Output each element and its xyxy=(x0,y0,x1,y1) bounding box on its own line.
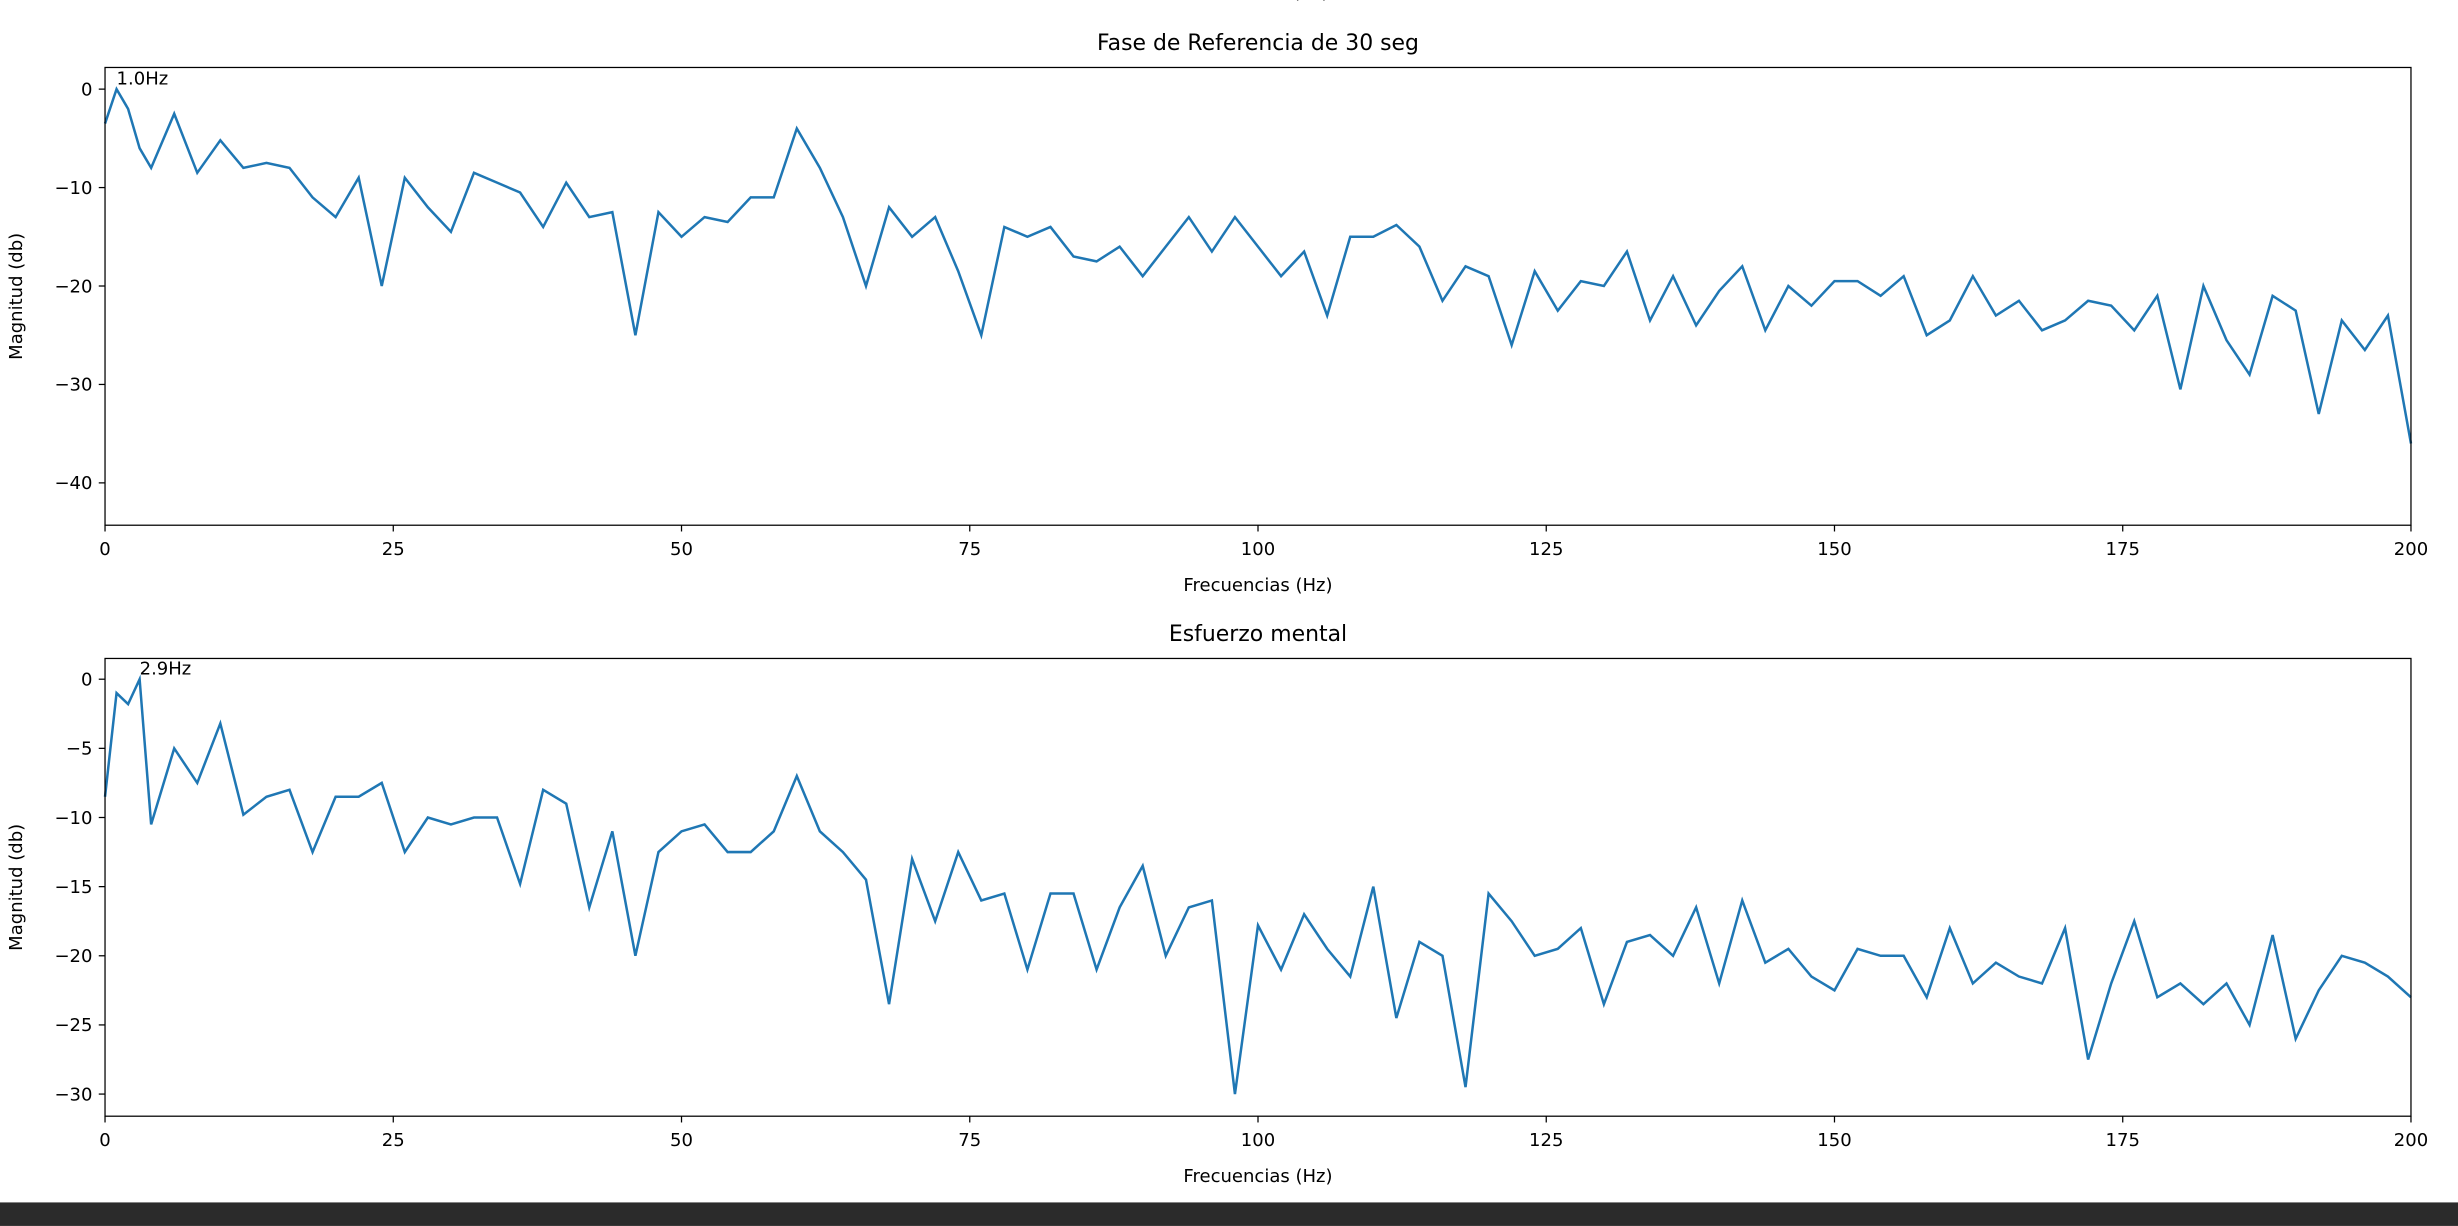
x-tick-label: 25 xyxy=(382,539,405,560)
x-tick-label: 100 xyxy=(1241,1130,1275,1151)
y-tick-label: −40 xyxy=(54,473,92,494)
plot-frame xyxy=(104,66,2412,526)
x-tick-label: 0 xyxy=(99,1130,110,1151)
cut-x-label: Frecuencias (Hz) xyxy=(1186,0,1329,4)
x-tick-label: 200 xyxy=(2394,1130,2428,1151)
y-tick-label: −10 xyxy=(54,178,92,199)
y-tick-label: −5 xyxy=(66,739,93,760)
y-tick-label: −10 xyxy=(54,808,92,829)
x-axis-label: Frecuencias (Hz) xyxy=(1183,575,1332,596)
peak-annotation: 1.0Hz xyxy=(117,68,169,89)
chart-title: Esfuerzo mental xyxy=(1169,622,1347,647)
x-tick-label: 175 xyxy=(2106,539,2140,560)
x-tick-label: 150 xyxy=(1817,1130,1851,1151)
peak-annotation: 2.9Hz xyxy=(140,659,192,680)
y-tick-label: −20 xyxy=(54,946,92,967)
x-tick-label: 75 xyxy=(958,1130,981,1151)
x-tick-label: 200 xyxy=(2394,539,2428,560)
plot-frame xyxy=(104,657,2412,1117)
x-tick-label: 50 xyxy=(670,539,693,560)
y-tick-label: −30 xyxy=(54,375,92,396)
x-tick-label: 125 xyxy=(1529,1130,1563,1151)
x-tick-label: 75 xyxy=(958,539,981,560)
y-tick-label: −20 xyxy=(54,276,92,297)
x-tick-label: 50 xyxy=(670,1130,693,1151)
chart-title: Fase de Referencia de 30 seg xyxy=(1097,31,1419,56)
y-tick-label: −15 xyxy=(54,877,92,898)
x-tick-label: 150 xyxy=(1817,539,1851,560)
y-tick-label: −30 xyxy=(54,1084,92,1105)
taskbar-strip xyxy=(0,1202,2458,1226)
x-tick-label: 100 xyxy=(1241,539,1275,560)
x-tick-label: 0 xyxy=(99,539,110,560)
x-tick-label: 175 xyxy=(2106,1130,2140,1151)
y-tick-label: 0 xyxy=(81,79,92,100)
x-tick-label: 25 xyxy=(382,1130,405,1151)
y-axis-label: Magnitud (db) xyxy=(6,824,27,951)
y-tick-label: −25 xyxy=(54,1015,92,1036)
data-line xyxy=(103,674,2412,1095)
data-line xyxy=(103,86,2413,444)
y-axis-label: Magnitud (db) xyxy=(6,233,27,360)
x-axis-label: Frecuencias (Hz) xyxy=(1183,1166,1332,1187)
x-tick-label: 125 xyxy=(1529,539,1563,560)
y-tick-label: 0 xyxy=(81,669,92,690)
